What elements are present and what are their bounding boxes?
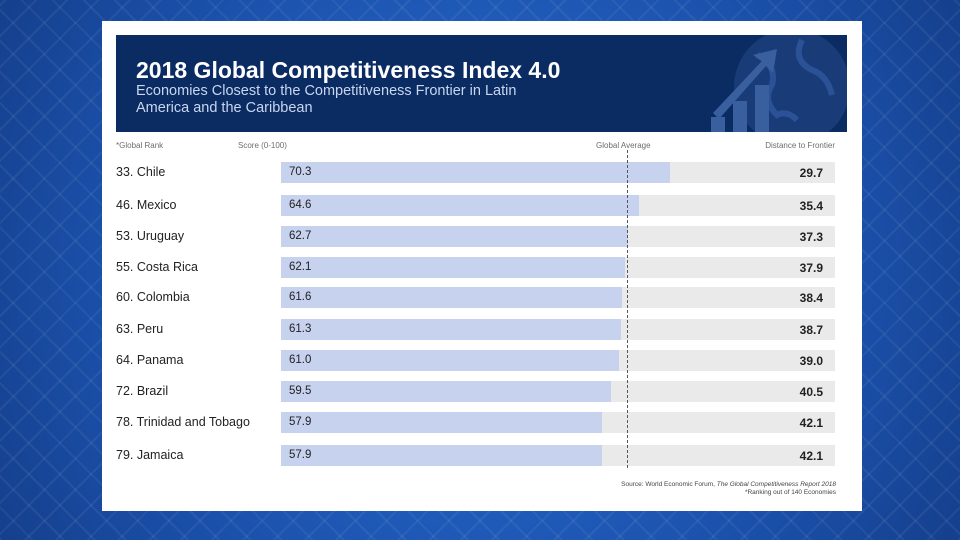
rank-header: *Global Rank: [116, 141, 164, 150]
table-row: 33. Chile 70.3 29.7: [102, 162, 862, 184]
chart-subtitle: Economies Closest to the Competitiveness…: [136, 83, 517, 116]
score-label: 59.5: [289, 385, 312, 397]
score-bar: [281, 162, 671, 183]
ranking-note: *Ranking out of 140 Economies: [744, 489, 836, 496]
distance-label: 40.5: [799, 385, 823, 399]
score-bar: [281, 381, 611, 402]
distance-bar: 62.7 37.3: [281, 226, 835, 247]
table-row: 78. Trinidad and Tobago 57.9 42.1: [102, 412, 862, 434]
country-label: 33. Chile: [116, 165, 166, 179]
score-bar: [281, 350, 619, 371]
score-bar: [281, 195, 639, 216]
table-row: 79. Jamaica 57.9 42.1: [102, 445, 862, 467]
score-bar: [281, 319, 621, 340]
distance-bar: 64.6 35.4: [281, 195, 835, 216]
source-prefix: Source: World Economic Forum,: [621, 481, 717, 488]
distance-header: Distance to Frontier: [765, 141, 835, 150]
country-label: 72. Brazil: [116, 384, 169, 398]
score-bar: [281, 412, 602, 433]
score-header: Score (0-100): [238, 141, 287, 150]
score-label: 61.3: [289, 323, 312, 335]
distance-label: 29.7: [799, 166, 823, 180]
source-note: Source: World Economic Forum, The Global…: [621, 481, 836, 497]
distance-bar: 70.3 29.7: [281, 162, 835, 183]
table-row: 64. Panama 61.0 39.0: [102, 350, 862, 372]
table-row: 53. Uruguay 62.7 37.3: [102, 226, 862, 248]
distance-label: 38.7: [799, 323, 823, 337]
score-label: 62.1: [289, 261, 312, 273]
table-row: 63. Peru 61.3 38.7: [102, 319, 862, 341]
country-label: 79. Jamaica: [116, 448, 184, 462]
distance-bar: 61.0 39.0: [281, 350, 835, 371]
country-label: 78. Trinidad and Tobago: [116, 415, 250, 429]
score-bar: [281, 445, 602, 466]
table-row: 72. Brazil 59.5 40.5: [102, 381, 862, 403]
score-label: 57.9: [289, 416, 312, 428]
distance-label: 42.1: [799, 416, 823, 430]
distance-label: 37.3: [799, 230, 823, 244]
distance-label: 38.4: [799, 291, 823, 305]
global-average-header: Global Average: [596, 141, 651, 150]
distance-label: 39.0: [799, 354, 823, 368]
country-label: 53. Uruguay: [116, 229, 185, 243]
distance-bar: 62.1 37.9: [281, 257, 835, 278]
table-row: 46. Mexico 64.6 35.4: [102, 195, 862, 217]
distance-bar: 57.9 42.1: [281, 412, 835, 433]
distance-bar: 57.9 42.1: [281, 445, 835, 466]
country-label: 46. Mexico: [116, 198, 177, 212]
table-row: 55. Costa Rica 62.1 37.9: [102, 257, 862, 279]
score-label: 61.6: [289, 291, 312, 303]
score-bar: [281, 226, 629, 247]
score-bar: [281, 257, 626, 278]
distance-bar: 61.3 38.7: [281, 319, 835, 340]
table-row: 60. Colombia 61.6 38.4: [102, 287, 862, 309]
score-label: 62.7: [289, 230, 312, 242]
country-label: 64. Panama: [116, 353, 184, 367]
distance-label: 42.1: [799, 449, 823, 463]
country-label: 60. Colombia: [116, 290, 190, 304]
distance-label: 37.9: [799, 261, 823, 275]
chart-card: 2018 Global Competitiveness Index 4.0 Ec…: [102, 21, 862, 511]
chart-title: 2018 Global Competitiveness Index 4.0: [136, 57, 561, 83]
distance-bar: 61.6 38.4: [281, 287, 835, 308]
growth-globe-icon: [711, 35, 847, 132]
global-average-line: [627, 150, 628, 468]
score-label: 61.0: [289, 354, 312, 366]
score-label: 64.6: [289, 199, 312, 211]
score-label: 57.9: [289, 449, 312, 461]
distance-label: 35.4: [799, 199, 823, 213]
distance-bar: 59.5 40.5: [281, 381, 835, 402]
score-bar: [281, 287, 623, 308]
country-label: 55. Costa Rica: [116, 260, 198, 274]
score-label: 70.3: [289, 166, 312, 178]
source-title: The Global Competitiveness Report 2018: [716, 481, 836, 488]
country-label: 63. Peru: [116, 322, 164, 336]
title-banner: 2018 Global Competitiveness Index 4.0 Ec…: [116, 35, 847, 132]
